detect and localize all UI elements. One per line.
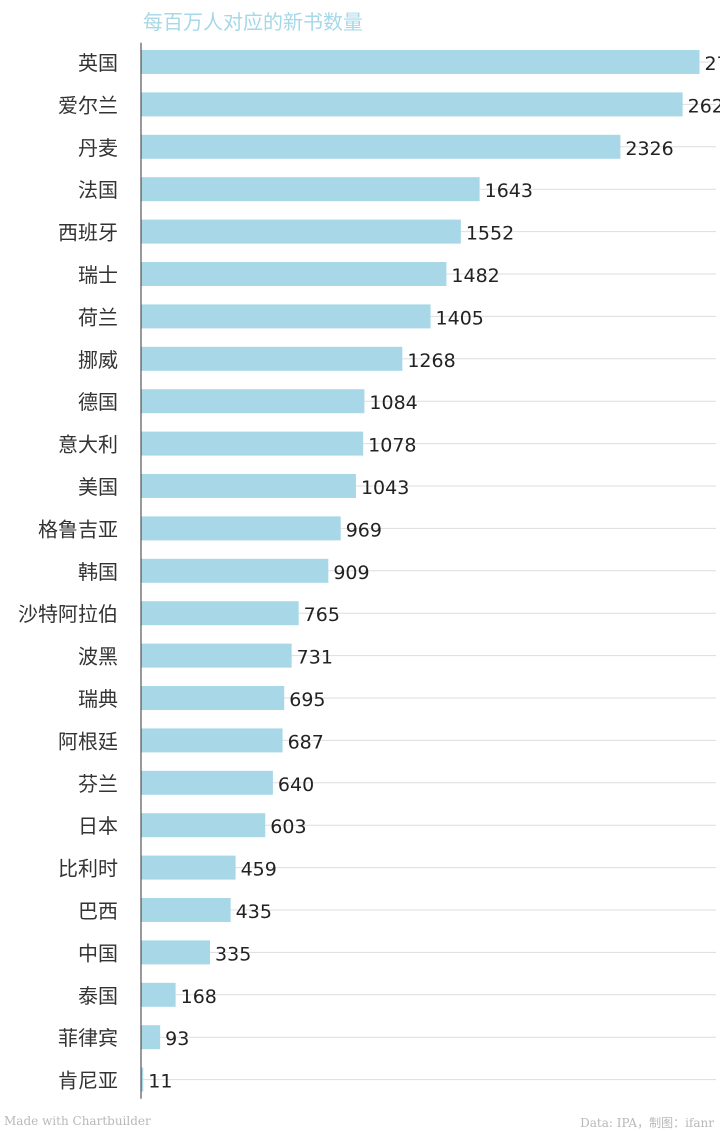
category-label: 格鲁吉亚 <box>38 517 118 541</box>
bar <box>141 346 403 371</box>
value-label: 731 <box>297 647 333 669</box>
category-label: 芬兰 <box>78 772 118 796</box>
value-label: 640 <box>278 774 314 796</box>
category-label: 挪威 <box>78 348 118 372</box>
value-label: 93 <box>165 1028 189 1050</box>
bar <box>141 219 461 244</box>
bar <box>141 643 292 668</box>
bar <box>141 728 283 753</box>
bar <box>141 262 447 286</box>
category-label: 西班牙 <box>58 221 118 245</box>
bar <box>141 177 480 202</box>
category-label: 波黑 <box>78 645 118 669</box>
value-label: 435 <box>236 901 272 923</box>
bar-chart: 英国 2710 爱尔兰 2628 丹麦 2326 法国 1643 西班牙 1552 瑞士 1482 荷兰… <box>18 42 720 1099</box>
footer-credit: Made with Chartbuilder <box>4 1114 151 1128</box>
category-label: 丹麦 <box>78 136 118 160</box>
category-label: 瑞士 <box>78 263 118 287</box>
bar <box>141 474 356 498</box>
bar <box>141 431 364 456</box>
bar <box>141 389 365 414</box>
bar <box>141 601 299 626</box>
bar <box>141 92 683 117</box>
category-label: 英国 <box>78 51 118 75</box>
footer-source: Data: IPA，制图：ifanr <box>580 1116 714 1130</box>
value-label: 1552 <box>466 223 514 245</box>
value-label: 1405 <box>436 307 484 329</box>
value-label: 1643 <box>485 180 533 202</box>
category-label: 肯尼亚 <box>58 1069 118 1093</box>
category-label: 泰国 <box>78 984 118 1008</box>
bar <box>141 770 273 795</box>
bar <box>141 813 266 838</box>
value-label: 2326 <box>625 138 673 160</box>
category-label: 菲律宾 <box>58 1026 118 1050</box>
value-label: 459 <box>241 859 277 881</box>
bar <box>141 686 285 710</box>
category-label: 德国 <box>78 390 118 414</box>
bar <box>141 1025 161 1050</box>
bar <box>141 940 211 965</box>
category-label: 韩国 <box>78 560 118 584</box>
bar <box>141 898 231 922</box>
category-label: 沙特阿拉伯 <box>18 602 118 626</box>
bar <box>141 982 176 1007</box>
value-label: 2628 <box>688 95 720 117</box>
category-label: 日本 <box>78 814 118 838</box>
category-label: 爱尔兰 <box>58 93 118 117</box>
value-label: 335 <box>215 943 251 965</box>
category-label: 美国 <box>78 475 118 499</box>
bar <box>141 134 621 159</box>
value-label: 1482 <box>451 265 499 287</box>
category-label: 巴西 <box>78 899 118 923</box>
value-label: 168 <box>181 986 217 1008</box>
category-label: 中国 <box>78 941 118 965</box>
value-label: 2710 <box>705 53 720 75</box>
category-label: 意大利 <box>58 433 118 457</box>
category-label: 阿根廷 <box>58 729 118 753</box>
chart-title: 每百万人对应的新书数量 <box>143 10 363 34</box>
value-label: 687 <box>288 731 324 753</box>
category-label: 荷兰 <box>78 305 118 329</box>
bar <box>141 516 341 541</box>
bar <box>141 558 329 583</box>
value-label: 1078 <box>368 435 416 457</box>
value-label: 1043 <box>361 477 409 499</box>
value-label: 1268 <box>407 350 455 372</box>
category-label: 法国 <box>78 178 118 202</box>
bar <box>141 304 431 329</box>
bar <box>141 855 236 880</box>
category-label: 比利时 <box>58 857 118 881</box>
value-label: 909 <box>333 562 369 584</box>
value-label: 11 <box>148 1071 172 1093</box>
value-label: 695 <box>289 689 325 711</box>
bar <box>141 1067 144 1092</box>
value-label: 1084 <box>369 392 417 414</box>
value-label: 765 <box>304 604 340 626</box>
bar <box>141 50 700 74</box>
value-label: 969 <box>346 519 382 541</box>
category-label: 瑞典 <box>78 687 118 711</box>
value-label: 603 <box>270 816 306 838</box>
